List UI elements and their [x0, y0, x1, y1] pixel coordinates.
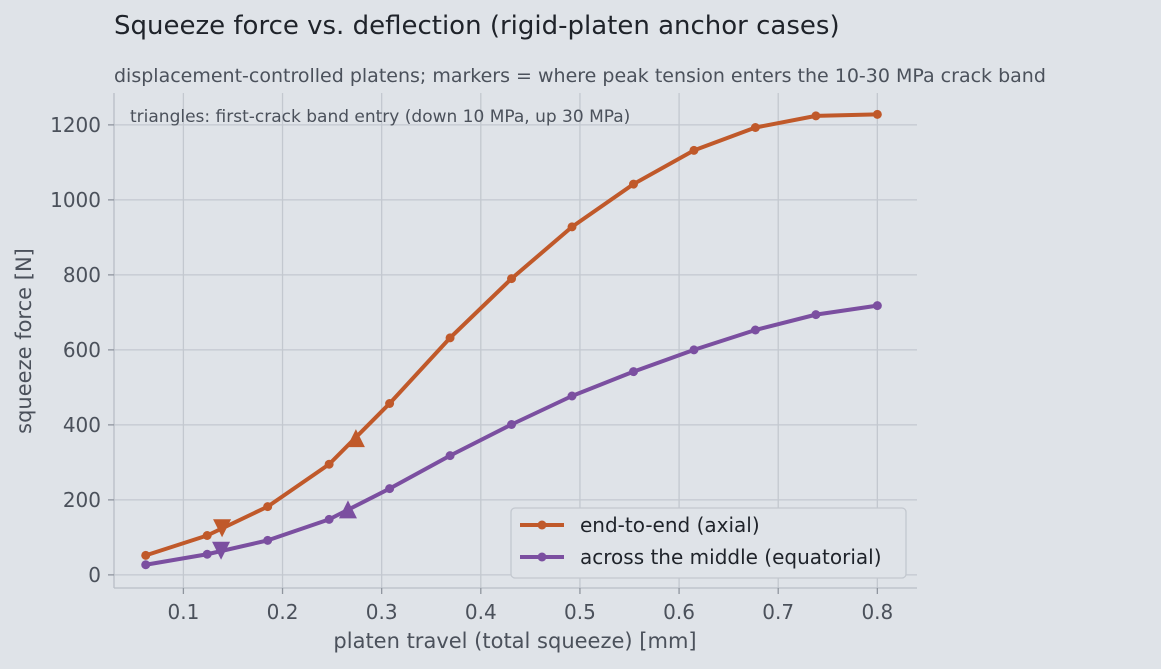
x-tick-label: 0.7 — [762, 600, 794, 624]
x-tick-label: 0.6 — [663, 600, 695, 624]
data-point — [263, 502, 273, 512]
data-point — [567, 391, 577, 401]
data-point — [811, 310, 821, 320]
data-point — [445, 451, 455, 461]
series-layer — [141, 109, 882, 570]
data-point — [689, 345, 699, 355]
data-point — [872, 301, 882, 311]
crack-band-entry-marker — [213, 519, 232, 538]
x-tick-label: 0.3 — [366, 600, 398, 624]
data-point — [263, 535, 273, 545]
y-axis-label: squeeze force [N] — [12, 248, 36, 434]
y-tick-label: 1000 — [50, 188, 101, 212]
data-point — [141, 560, 151, 570]
data-point — [750, 325, 760, 335]
series-1 — [141, 109, 882, 560]
data-point — [141, 550, 151, 560]
series-2 — [141, 301, 882, 570]
legend: end-to-end (axial) across the middle (equ… — [510, 507, 907, 579]
data-point — [202, 549, 212, 559]
chart-subtitle: displacement-controlled platens; markers… — [114, 65, 1046, 87]
legend-swatch-marker — [537, 552, 547, 562]
y-tick-label: 0 — [88, 563, 101, 587]
y-tick-label: 400 — [63, 413, 101, 437]
data-point — [567, 222, 577, 232]
data-point — [202, 531, 212, 540]
y-axis-ticks: 0 200 400 600 800 1000 1200 — [50, 113, 114, 587]
legend-label: across the middle (equatorial) — [580, 545, 882, 569]
y-tick-label: 600 — [63, 338, 101, 362]
data-point — [689, 145, 699, 155]
x-tick-label: 0.2 — [267, 600, 299, 624]
data-point — [324, 514, 334, 524]
crack-band-exit-marker — [346, 429, 365, 448]
y-tick-label: 800 — [63, 263, 101, 287]
data-point — [872, 109, 882, 119]
y-tick-label: 1200 — [50, 113, 101, 137]
x-tick-label: 0.5 — [564, 600, 596, 624]
y-tick-label: 200 — [63, 488, 101, 512]
data-point — [750, 123, 760, 132]
data-point — [628, 367, 638, 377]
chart-title: Squeeze force vs. deflection (rigid-plat… — [114, 11, 840, 41]
chart-annotation: triangles: first-crack band entry (down … — [130, 107, 630, 127]
x-axis-ticks: 0.1 0.2 0.3 0.4 0.5 0.6 0.7 0.8 — [167, 588, 893, 624]
data-point — [445, 333, 455, 343]
legend-label: end-to-end (axial) — [580, 513, 760, 537]
legend-box — [510, 507, 907, 579]
data-point — [811, 111, 821, 121]
data-point — [507, 420, 517, 429]
data-point — [324, 459, 334, 469]
x-tick-label: 0.8 — [861, 600, 893, 624]
data-point — [628, 179, 638, 189]
x-tick-label: 0.1 — [167, 600, 199, 624]
x-tick-label: 0.4 — [465, 600, 497, 624]
data-point — [507, 274, 517, 284]
data-point — [385, 484, 395, 494]
legend-swatch-marker — [537, 520, 547, 530]
crack-band-entry-marker — [212, 541, 231, 560]
axes-spines — [113, 93, 917, 589]
series-line — [143, 112, 880, 558]
crack-band-exit-marker — [338, 500, 357, 519]
data-point — [385, 399, 395, 408]
x-axis-label: platen travel (total squeeze) [mm] — [333, 629, 696, 653]
